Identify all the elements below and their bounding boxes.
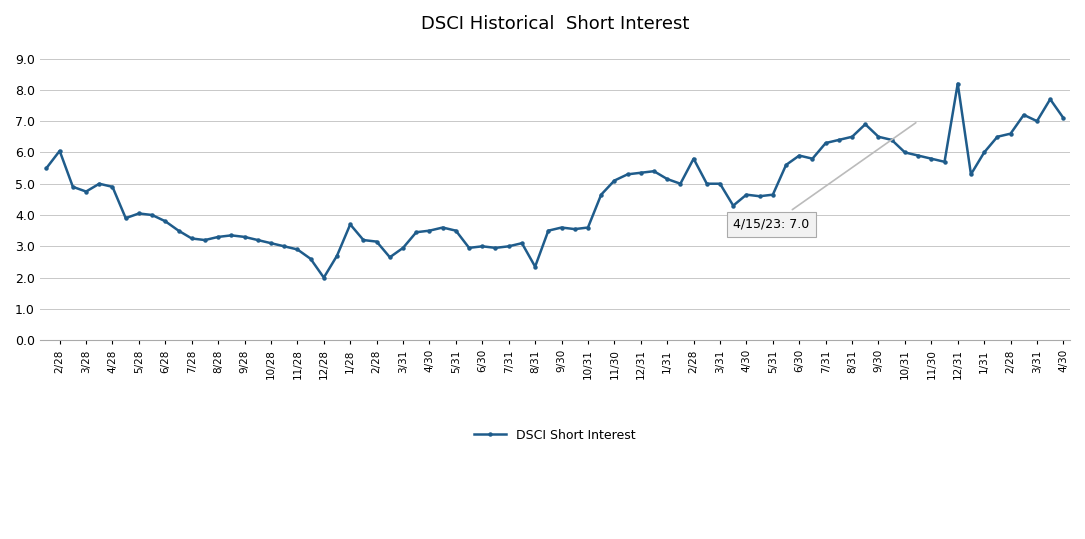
Legend: DSCI Short Interest: DSCI Short Interest bbox=[470, 424, 640, 447]
DSCI Short Interest bbox=[383, 254, 396, 260]
DSCI Short Interest bbox=[489, 245, 502, 251]
DSCI Short Interest bbox=[212, 234, 225, 240]
Title: DSCI Historical  Short Interest: DSCI Historical Short Interest bbox=[421, 15, 689, 33]
DSCI Short Interest bbox=[569, 226, 582, 232]
Text: 4/15/23: 7.0: 4/15/23: 7.0 bbox=[733, 123, 916, 231]
DSCI Short Interest bbox=[779, 162, 792, 168]
DSCI Short Interest bbox=[952, 80, 965, 87]
DSCI Short Interest bbox=[106, 184, 119, 190]
DSCI Short Interest bbox=[1057, 115, 1070, 121]
Line: DSCI Short Interest: DSCI Short Interest bbox=[44, 82, 1064, 279]
DSCI Short Interest bbox=[40, 165, 53, 171]
DSCI Short Interest bbox=[317, 274, 330, 281]
